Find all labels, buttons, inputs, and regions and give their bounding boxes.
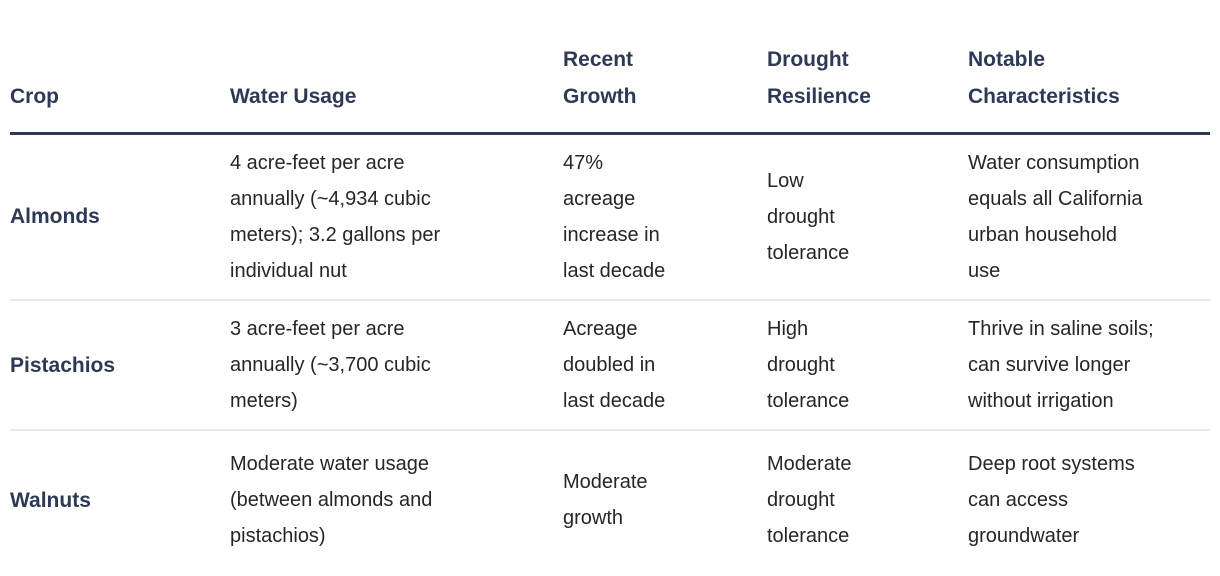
cell-pistachios-water-usage: 3 acre-feet per acre annually (~3,700 cu… <box>230 300 563 431</box>
cell-walnuts-drought-resilience: Moderate drought tolerance <box>767 453 852 547</box>
crop-name-almonds: Almonds <box>10 133 230 301</box>
cell-almonds-drought-resilience: Low drought tolerance <box>767 133 968 301</box>
crop-name-pistachios: Pistachios <box>10 300 230 431</box>
table-row-walnuts: Walnuts Moderate water usage (between al… <box>10 430 1210 569</box>
cell-pistachios-notable-characteristics: Thrive in saline soils; can survive long… <box>968 300 1210 431</box>
cell-almonds-water-usage: 4 acre-feet per acre annually (~4,934 cu… <box>230 133 563 301</box>
crop-comparison-table: Crop Water Usage Recent Growth Drought R… <box>10 0 1210 569</box>
cell-pistachios-drought-resilience: High drought tolerance <box>767 300 968 431</box>
table-header-row: Crop Water Usage Recent Growth Drought R… <box>10 0 1210 135</box>
cell-almonds-notable-characteristics: Water consumption equals all California … <box>968 133 1210 301</box>
column-header-recent-growth: Recent Growth <box>563 0 767 135</box>
crop-name-walnuts: Walnuts <box>10 488 91 512</box>
column-header-drought-resilience: Drought Resilience <box>767 0 968 135</box>
table-row-pistachios: Pistachios 3 acre-feet per acre annually… <box>10 300 1210 431</box>
cell-almonds-recent-growth: 47% acreage increase in last decade <box>563 133 767 301</box>
column-header-water-usage: Water Usage <box>230 0 563 135</box>
table-row-almonds: Almonds 4 acre-feet per acre annually (~… <box>10 133 1210 301</box>
cell-walnuts-water-usage: Moderate water usage (between almonds an… <box>230 453 433 547</box>
cell-walnuts-recent-growth: Moderate growth <box>563 471 648 529</box>
column-header-crop: Crop <box>10 0 230 135</box>
column-header-notable-characteristics: Notable Characteristics <box>968 0 1210 135</box>
cell-walnuts-notable-characteristics: Deep root systems can access groundwater <box>968 453 1135 547</box>
cell-pistachios-recent-growth: Acreage doubled in last decade <box>563 300 767 431</box>
